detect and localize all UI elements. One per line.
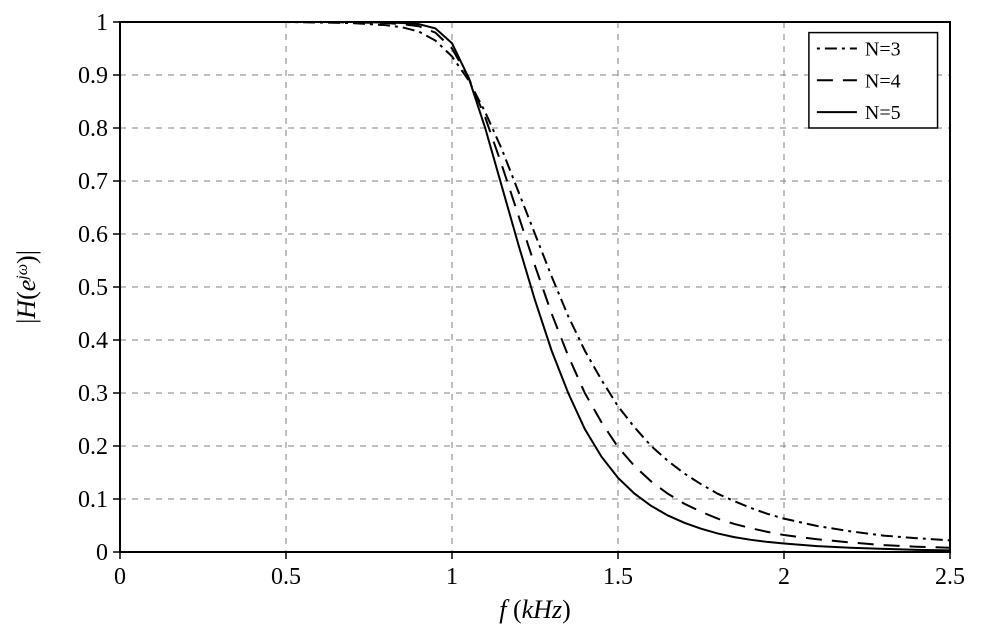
xtick-label: 1.5: [603, 564, 633, 590]
ytick-label: 0.7: [78, 169, 108, 195]
xtick-label: 1: [446, 564, 458, 590]
chart-container: 0 0.5 1 1.5 2 2.5 0 0.1 0.2 0.3 0.4 0.5 0.6 0.7 0.8 0.9…: [0, 0, 1000, 636]
ytick-label: 0.3: [78, 381, 108, 407]
ytick-label: 0.2: [78, 434, 108, 460]
ytick-label: 0.5: [78, 275, 108, 301]
ytick-label: 0.4: [78, 328, 108, 354]
legend-label: N=3: [865, 39, 901, 61]
ytick-label: 1: [96, 10, 108, 36]
xtick-label: 0.5: [271, 564, 301, 590]
ytick-label: 0: [96, 540, 108, 566]
x-axis-label: f (kHz): [499, 595, 571, 624]
xtick-label: 0: [114, 564, 126, 590]
xtick-label: 2: [778, 564, 790, 590]
legend-label: N=5: [865, 102, 901, 124]
ytick-label: 0.6: [78, 222, 108, 248]
xtick-label: 2.5: [935, 564, 965, 590]
ytick-label: 0.1: [78, 487, 108, 513]
y-axis-label: |H(ejω)|: [12, 250, 41, 324]
legend-label: N=4: [865, 70, 901, 92]
filter-response-chart: 0 0.5 1 1.5 2 2.5 0 0.1 0.2 0.3 0.4 0.5 0.6 0.7 0.8 0.9…: [0, 0, 1000, 636]
ytick-label: 0.9: [78, 63, 108, 89]
ytick-label: 0.8: [78, 116, 108, 142]
legend: N=3 N=4 N=5: [809, 33, 938, 128]
